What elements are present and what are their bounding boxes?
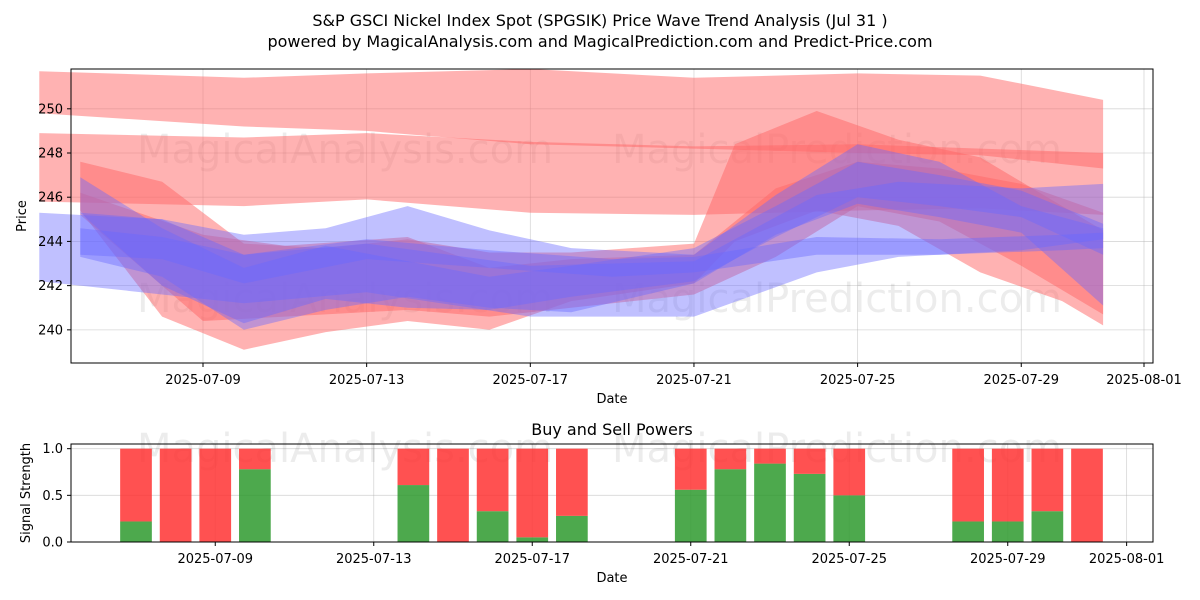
signal-plot-frame bbox=[70, 443, 1154, 543]
price-x-axis-label: Date bbox=[596, 392, 627, 407]
blue-wave-band-5 bbox=[80, 144, 1104, 330]
buy-power-bar bbox=[991, 521, 1024, 542]
signal-y-ticks: 0.0 0.5 1.0 bbox=[42, 442, 71, 551]
sell-power-bar bbox=[239, 448, 271, 470]
price-x-tick-label: 2025-07-25 bbox=[820, 373, 896, 388]
signal-y-tick-label: 0.0 bbox=[42, 536, 63, 551]
signal-x-tick-label: 2025-07-17 bbox=[494, 552, 570, 567]
price-wave-bands bbox=[39, 69, 1104, 350]
signal-x-tick-label: 2025-08-01 bbox=[1089, 552, 1165, 567]
sell-power-bar bbox=[437, 448, 469, 542]
buy-power-bar bbox=[1031, 511, 1064, 542]
sell-power-bar bbox=[397, 448, 430, 486]
price-plot-frame bbox=[70, 68, 1154, 364]
sell-power-bar bbox=[1071, 448, 1103, 542]
sell-power-bar bbox=[793, 448, 826, 474]
signal-bars bbox=[120, 448, 1103, 542]
signal-x-tick-label: 2025-07-25 bbox=[811, 552, 887, 567]
sell-power-bar bbox=[714, 448, 747, 470]
price-y-tick-label: 242 bbox=[38, 279, 63, 294]
blue-wave-band-7 bbox=[80, 161, 1104, 324]
sell-power-bar bbox=[516, 448, 549, 538]
price-x-tick-label: 2025-08-01 bbox=[1106, 373, 1182, 388]
sell-power-bar bbox=[1031, 448, 1064, 512]
blue-wave-band-4 bbox=[39, 181, 1104, 317]
signal-chart-title: Buy and Sell Powers bbox=[531, 420, 693, 439]
buy-power-bar bbox=[397, 485, 430, 542]
signal-y-tick-label: 1.0 bbox=[42, 442, 63, 457]
buy-power-bar bbox=[239, 469, 271, 542]
signal-x-axis-label: Date bbox=[596, 571, 627, 586]
buy-power-bar bbox=[793, 473, 826, 542]
chart-title-line-1: S&P GSCI Nickel Index Spot (SPGSIK) Pric… bbox=[312, 11, 887, 30]
buy-power-bar bbox=[516, 537, 549, 542]
blue-wave-band-6 bbox=[80, 228, 1104, 284]
buy-power-bar bbox=[476, 511, 509, 542]
price-panel: MagicalAnalysis.com MagicalPrediction.co… bbox=[15, 68, 1182, 407]
sell-power-bar bbox=[199, 448, 232, 542]
price-y-tick-label: 246 bbox=[38, 191, 63, 206]
chart-title-line-2: powered by MagicalAnalysis.com and Magic… bbox=[267, 32, 932, 51]
sell-power-bar bbox=[991, 448, 1024, 522]
signal-x-tick-label: 2025-07-09 bbox=[177, 552, 253, 567]
price-x-tick-label: 2025-07-21 bbox=[656, 373, 732, 388]
price-y-ticks: 240 242 244 246 248 250 bbox=[38, 102, 71, 338]
price-y-tick-label: 248 bbox=[38, 147, 63, 162]
price-x-tick-label: 2025-07-09 bbox=[165, 373, 241, 388]
price-y-tick-label: 244 bbox=[38, 235, 63, 250]
buy-power-bar bbox=[952, 521, 984, 542]
buy-power-bar bbox=[674, 489, 707, 542]
sell-power-bar bbox=[833, 448, 866, 496]
sell-power-bar bbox=[159, 448, 192, 542]
price-y-axis-label: Price bbox=[15, 200, 30, 232]
price-y-tick-label: 240 bbox=[38, 323, 63, 338]
buy-power-bar bbox=[754, 463, 786, 542]
sell-power-bar bbox=[556, 448, 588, 516]
sell-power-bar bbox=[120, 448, 152, 522]
buy-power-bar bbox=[714, 469, 747, 542]
buy-power-bar bbox=[120, 521, 152, 542]
sell-power-bar bbox=[952, 448, 984, 522]
signal-y-axis-label: Signal Strength bbox=[19, 443, 34, 543]
signal-x-ticks: 2025-07-09 2025-07-13 2025-07-17 2025-07-21… bbox=[177, 542, 1164, 567]
signal-x-tick-label: 2025-07-21 bbox=[653, 552, 729, 567]
buy-power-bar bbox=[833, 495, 866, 542]
price-x-tick-label: 2025-07-17 bbox=[493, 373, 569, 388]
buy-power-bar bbox=[556, 515, 588, 542]
sell-power-bar bbox=[476, 448, 509, 512]
price-x-tick-label: 2025-07-13 bbox=[329, 373, 405, 388]
signal-panel: Buy and Sell Powers MagicalAnalysis.com … bbox=[19, 420, 1164, 586]
sell-power-bar bbox=[754, 448, 786, 464]
signal-x-tick-label: 2025-07-13 bbox=[336, 552, 412, 567]
price-x-ticks: 2025-07-09 2025-07-13 2025-07-17 2025-07-21… bbox=[165, 363, 1182, 388]
price-y-tick-label: 250 bbox=[38, 102, 63, 117]
signal-y-tick-label: 0.5 bbox=[42, 489, 63, 504]
price-x-tick-label: 2025-07-29 bbox=[983, 373, 1059, 388]
red-wave-band-3 bbox=[80, 161, 1104, 321]
signal-x-tick-label: 2025-07-29 bbox=[970, 552, 1046, 567]
sell-power-bar bbox=[674, 448, 707, 490]
